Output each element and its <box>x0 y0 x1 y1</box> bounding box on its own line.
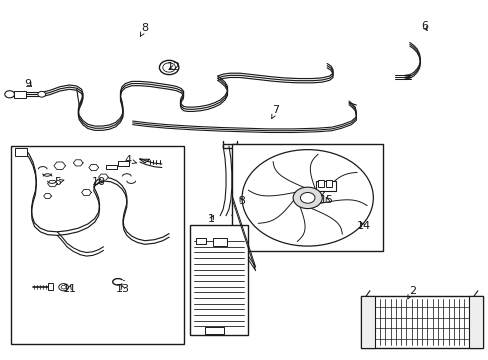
Bar <box>190 225 248 336</box>
Bar <box>106 165 116 169</box>
Bar <box>48 283 53 290</box>
Bar <box>361 296 374 348</box>
Bar <box>325 180 331 187</box>
Circle shape <box>59 284 68 291</box>
Text: 5: 5 <box>54 177 64 187</box>
Bar <box>14 91 26 98</box>
Bar <box>196 238 205 244</box>
Text: 15: 15 <box>320 195 333 204</box>
Text: 13: 13 <box>116 284 130 294</box>
Polygon shape <box>73 160 83 166</box>
Text: 14: 14 <box>356 221 370 231</box>
Text: 2: 2 <box>407 286 415 299</box>
Bar <box>204 327 224 334</box>
Polygon shape <box>47 180 57 187</box>
Circle shape <box>242 150 372 246</box>
Circle shape <box>163 63 175 72</box>
Bar <box>361 296 482 348</box>
Polygon shape <box>81 189 91 195</box>
Bar <box>213 238 226 246</box>
Circle shape <box>5 91 15 98</box>
Bar <box>118 161 128 166</box>
Text: 3: 3 <box>238 197 245 206</box>
Text: 12: 12 <box>166 63 181 72</box>
Circle shape <box>61 285 66 289</box>
Circle shape <box>300 193 314 203</box>
Bar <box>468 296 482 348</box>
Bar <box>11 146 183 344</box>
Polygon shape <box>89 165 99 171</box>
Polygon shape <box>43 194 51 199</box>
Text: 6: 6 <box>420 21 427 31</box>
Text: 7: 7 <box>271 105 279 118</box>
Bar <box>318 180 324 187</box>
Bar <box>15 148 27 156</box>
Text: 1: 1 <box>207 214 215 224</box>
Text: 9: 9 <box>24 78 32 89</box>
Circle shape <box>292 187 322 208</box>
Bar <box>232 144 382 251</box>
Polygon shape <box>54 162 65 170</box>
Bar <box>316 181 335 192</box>
Text: 11: 11 <box>62 284 76 294</box>
Circle shape <box>38 91 45 97</box>
Text: 8: 8 <box>140 23 148 36</box>
Polygon shape <box>99 174 108 180</box>
Circle shape <box>159 60 179 75</box>
Text: 4: 4 <box>124 156 137 165</box>
Text: 10: 10 <box>91 177 105 187</box>
